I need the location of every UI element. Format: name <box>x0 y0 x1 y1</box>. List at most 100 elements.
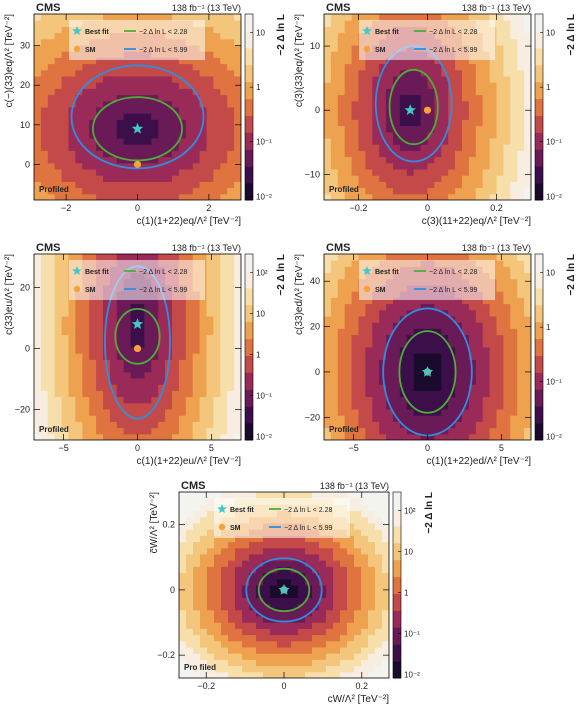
heatmap-cell <box>192 359 201 367</box>
heatmap-cell <box>365 131 373 139</box>
heatmap-cell <box>496 63 504 71</box>
heatmap-cell <box>213 76 221 83</box>
heatmap-cell <box>365 138 373 145</box>
heatmap-cell <box>103 322 111 329</box>
heatmap-cell <box>375 622 383 629</box>
legend-95: −2 Δ ln L < 5.99 <box>139 287 188 294</box>
heatmap-cell <box>455 421 463 429</box>
heatmap-cell <box>326 554 334 561</box>
heatmap-cell <box>448 365 456 373</box>
heatmap-cell <box>319 665 327 673</box>
heatmap-cell <box>333 640 341 648</box>
heatmap-cell <box>123 181 132 189</box>
heatmap-cell <box>482 169 491 176</box>
heatmap-cell <box>82 150 90 158</box>
heatmap-cell <box>47 181 56 189</box>
heatmap-cell <box>489 69 497 77</box>
heatmap-cell <box>503 144 511 151</box>
heatmap-cell <box>277 541 285 549</box>
heatmap-cell <box>324 328 332 336</box>
heatmap-cell <box>82 76 90 83</box>
heatmap-cell <box>200 510 208 518</box>
legend-best-fit: Best fit <box>375 269 399 276</box>
heatmap-cell <box>227 353 235 360</box>
heatmap-cell <box>475 396 484 404</box>
heatmap-cell <box>324 119 332 127</box>
heatmap-cell <box>337 371 346 379</box>
heatmap-cell <box>116 384 125 391</box>
heatmap-cell <box>337 384 346 391</box>
heatmap-cell <box>34 14 42 21</box>
heatmap-cell <box>503 297 511 305</box>
heatmap-cell <box>235 585 243 592</box>
heatmap-cell <box>462 328 470 336</box>
heatmap-cell <box>413 107 422 114</box>
heatmap-cell <box>393 113 401 120</box>
heatmap-cell <box>386 303 394 311</box>
heatmap-cell <box>109 63 118 71</box>
heatmap-cell <box>172 119 180 127</box>
heatmap-cell <box>517 94 525 102</box>
heatmap-cell <box>40 409 49 416</box>
heatmap-cell <box>242 659 250 667</box>
heatmap-cell <box>213 57 221 65</box>
heatmap-cell <box>227 340 235 348</box>
colorbar-band <box>535 389 543 407</box>
heatmap-cell <box>427 378 435 385</box>
heatmap-cell <box>434 76 442 83</box>
heatmap-cell <box>305 541 313 549</box>
heatmap-cell <box>386 409 394 416</box>
heatmap-cell <box>206 63 214 71</box>
heatmap-cell <box>427 113 435 120</box>
heatmap-cell <box>186 616 194 623</box>
heatmap-cell <box>263 591 271 598</box>
heatmap-cell <box>379 322 387 329</box>
heatmap-cell <box>206 94 214 102</box>
heatmap-cell <box>324 138 332 145</box>
heatmap-cell <box>284 492 292 499</box>
heatmap-cell <box>337 156 346 164</box>
heatmap-cell <box>234 76 241 83</box>
x-axis-label: c(3)(11+22)eq/Λ² [TeV⁻²] <box>422 216 532 227</box>
heatmap-cell <box>517 144 525 151</box>
heatmap-cell <box>158 107 166 114</box>
heatmap-cell <box>333 566 341 574</box>
colorbar-tick-label: 10 <box>546 269 555 278</box>
heatmap-cell <box>406 69 415 77</box>
heatmap-cell <box>455 69 463 77</box>
heatmap-cell <box>333 659 341 667</box>
heatmap-cell <box>358 303 366 311</box>
heatmap-cell <box>347 529 355 536</box>
heatmap-cell <box>109 297 118 305</box>
heatmap-cell <box>206 51 214 58</box>
heatmap-cell <box>337 340 346 348</box>
heatmap-cell <box>347 622 355 629</box>
heatmap-cell <box>524 433 531 440</box>
heatmap-cell <box>54 26 63 34</box>
heatmap-cell <box>399 359 408 367</box>
heatmap-cell <box>178 415 187 422</box>
heatmap-cell <box>235 653 243 660</box>
heatmap-cell <box>496 254 504 261</box>
heatmap-cell <box>89 297 97 305</box>
heatmap-cell <box>503 309 511 317</box>
heatmap-cell <box>61 359 69 367</box>
heatmap-cell <box>382 516 389 524</box>
heatmap-cell <box>206 303 214 311</box>
heatmap-cell <box>227 100 235 108</box>
heatmap-cell <box>54 175 63 182</box>
heatmap-cell <box>337 175 346 182</box>
heatmap-cell <box>475 409 484 416</box>
heatmap-cell <box>427 162 435 170</box>
heatmap-cell <box>434 415 442 422</box>
heatmap-cell <box>144 316 152 323</box>
heatmap-cell <box>351 38 359 46</box>
heatmap-cell <box>496 328 504 336</box>
heatmap-cell <box>344 131 353 139</box>
heatmap-cell <box>330 371 339 379</box>
heatmap-cell <box>61 131 69 139</box>
heatmap-cell <box>158 421 166 429</box>
heatmap-cell <box>214 578 222 586</box>
legend-best-fit: Best fit <box>85 29 109 36</box>
heatmap-cell <box>462 409 470 416</box>
